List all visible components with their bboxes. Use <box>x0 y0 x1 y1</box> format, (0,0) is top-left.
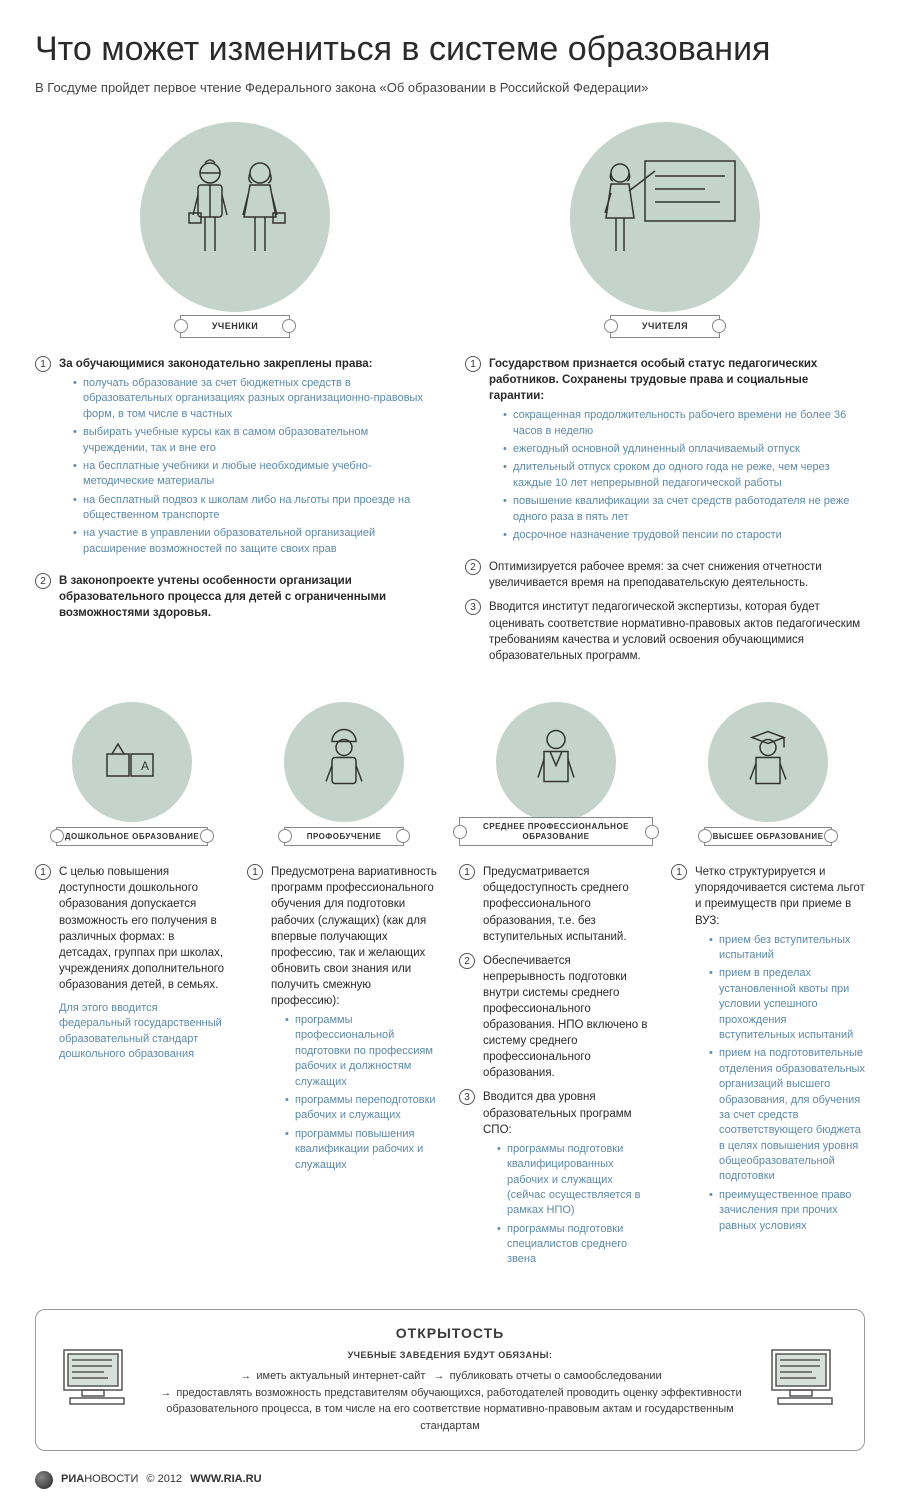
worker-icon <box>314 723 374 793</box>
num-marker: 3 <box>465 599 481 615</box>
num-marker: 1 <box>35 864 51 880</box>
num-marker: 2 <box>35 573 51 589</box>
bullet: программы повышения квалификации рабочих… <box>285 1127 441 1173</box>
footer-brand1: РИА <box>61 1473 84 1485</box>
footer-url: WWW.RIA.RU <box>190 1472 261 1487</box>
footer-brand2: НОВОСТИ <box>84 1473 138 1485</box>
students-icon <box>165 151 305 271</box>
blocks-icon: A <box>97 729 167 789</box>
item-text: Четко структурируется и упорядочивается … <box>695 864 865 928</box>
badge-secondary-prof: СРЕДНЕЕ ПРОФЕССИОНАЛЬНОЕ ОБРАЗОВАНИЕ <box>459 817 653 846</box>
bullet: досрочное назначение трудовой пенсии по … <box>503 528 865 543</box>
col-higher: ВЫСШЕЕ ОБРАЗОВАНИЕ 1 Четко структурирует… <box>671 702 865 1284</box>
bullet-list: программы профессиональной подготовки по… <box>271 1013 441 1173</box>
openness-box: ОТКРЫТОСТЬ УЧЕБНЫЕ ЗАВЕДЕНИЯ БУДУТ ОБЯЗА… <box>35 1309 865 1451</box>
item-text: Вводится институт педагогической эксперт… <box>489 599 865 663</box>
openness-l1b: публиковать отчеты о самообследовании <box>450 1370 662 1382</box>
bullet: ежегодный основной удлиненный оплачиваем… <box>503 442 865 457</box>
bullet: получать образование за счет бюджетных с… <box>73 376 435 422</box>
bullet: программы переподготовки рабочих и служа… <box>285 1093 441 1124</box>
footer-copy: © 2012 <box>146 1472 182 1487</box>
badge-teachers: УЧИТЕЛЯ <box>610 315 720 338</box>
bullet: на участие в управлении образовательной … <box>73 526 435 557</box>
bullet: программы подготовки специалистов средне… <box>497 1222 653 1268</box>
preschool-circle: A <box>72 702 192 822</box>
bullet: преимущественное право зачисления при пр… <box>709 1188 865 1234</box>
footer: РИАНОВОСТИ © 2012 WWW.RIA.RU <box>35 1471 865 1489</box>
item-text: Вводится два уровня образовательных прог… <box>483 1089 653 1137</box>
badge-preschool: ДОШКОЛЬНОЕ ОБРАЗОВАНИЕ <box>56 827 208 847</box>
mid-row: A ДОШКОЛЬНОЕ ОБРАЗОВАНИЕ 1 С целью повыш… <box>35 702 865 1284</box>
badge-higher: ВЫСШЕЕ ОБРАЗОВАНИЕ <box>704 827 833 847</box>
openness-title: ОТКРЫТОСТЬ <box>156 1324 744 1344</box>
graduate-icon <box>738 723 798 793</box>
col-teachers: УЧИТЕЛЯ 1 Государством признается особый… <box>465 122 865 672</box>
num-marker: 1 <box>459 864 475 880</box>
num-marker: 1 <box>247 864 263 880</box>
bullet: прием на подготовительные отделения обра… <box>709 1046 865 1185</box>
bullet: программы подготовки квалифицированных р… <box>497 1142 653 1219</box>
teachers-circle <box>570 122 760 312</box>
monitor-left-icon <box>56 1344 136 1414</box>
item-text: Предусматривается общедоступность средне… <box>483 864 653 944</box>
bullet-list: получать образование за счет бюджетных с… <box>59 376 435 557</box>
bullet: выбирать учебные курсы как в самом образ… <box>73 425 435 456</box>
bullet-list: сокращенная продолжительность рабочего в… <box>489 408 865 543</box>
badge-students: УЧЕНИКИ <box>180 315 290 338</box>
monitor-right-icon <box>764 1344 844 1414</box>
bullet: сокращенная продолжительность рабочего в… <box>503 408 865 439</box>
item-text: Обеспечивается непрерывность подготовки … <box>483 953 653 1082</box>
bullet-list: программы подготовки квалифицированных р… <box>483 1142 653 1268</box>
col-preschool: A ДОШКОЛЬНОЕ ОБРАЗОВАНИЕ 1 С целью повыш… <box>35 702 229 1284</box>
bullet: программы профессиональной подготовки по… <box>285 1013 441 1090</box>
secondary-prof-circle <box>496 702 616 822</box>
item-text: Предусмотрена вариативность программ про… <box>271 864 441 1009</box>
bullet: длительный отпуск сроком до одного года … <box>503 460 865 491</box>
num-marker: 1 <box>671 864 687 880</box>
bullet: прием без вступительных испытаний <box>709 933 865 964</box>
num-marker: 2 <box>465 559 481 575</box>
bullet: прием в пределах установленной квоты при… <box>709 966 865 1043</box>
top-row: УЧЕНИКИ 1 За обучающимися законодательно… <box>35 122 865 672</box>
item-text: В законопроекте учтены особенности орган… <box>59 573 435 621</box>
arrow-icon: → <box>240 1368 251 1385</box>
openness-l2: предоставлять возможность представителям… <box>166 1387 741 1432</box>
badge-vocational: ПРОФОБУЧЕНИЕ <box>284 827 404 847</box>
bullet-list: прием без вступительных испытаний прием … <box>695 933 865 1234</box>
num-marker: 1 <box>465 356 481 372</box>
num-marker: 3 <box>459 1089 475 1105</box>
arrow-icon: → <box>160 1385 171 1402</box>
page-title: Что может измениться в системе образован… <box>35 30 865 69</box>
openness-subtitle: УЧЕБНЫЕ ЗАВЕДЕНИЯ БУДУТ ОБЯЗАНЫ: <box>156 1349 744 1362</box>
bullet: повышение квалификации за счет средств р… <box>503 494 865 525</box>
num-marker: 2 <box>459 953 475 969</box>
blue-note: Для этого вводится федеральный государст… <box>35 1001 229 1063</box>
item-text: С целью повышения доступности дошкольног… <box>59 864 229 993</box>
col-secondary-prof: СРЕДНЕЕ ПРОФЕССИОНАЛЬНОЕ ОБРАЗОВАНИЕ 1 П… <box>459 702 653 1284</box>
teacher-icon <box>585 151 745 271</box>
col-students: УЧЕНИКИ 1 За обучающимися законодательно… <box>35 122 435 672</box>
arrow-icon: → <box>434 1368 445 1385</box>
bullet: на бесплатный подвоз к школам либо на ль… <box>73 493 435 524</box>
page-subtitle: В Госдуме пройдет первое чтение Федераль… <box>35 79 865 97</box>
students-circle <box>140 122 330 312</box>
col-vocational: ПРОФОБУЧЕНИЕ 1 Предусмотрена вариативнос… <box>247 702 441 1284</box>
num-marker: 1 <box>35 356 51 372</box>
item-title: За обучающимися законодательно закреплен… <box>59 356 435 372</box>
openness-lines: → иметь актуальный интернет-сайт → публи… <box>156 1368 744 1434</box>
ria-logo-icon <box>35 1471 53 1489</box>
item-title: Государством признается особый статус пе… <box>489 356 865 404</box>
svg-text:A: A <box>141 759 149 773</box>
bullet: на бесплатные учебники и любые необходим… <box>73 459 435 490</box>
openness-l1a: иметь актуальный интернет-сайт <box>256 1370 425 1382</box>
vocational-circle <box>284 702 404 822</box>
higher-circle <box>708 702 828 822</box>
item-text: Оптимизируется рабочее время: за счет сн… <box>489 559 865 591</box>
suit-icon <box>526 723 586 793</box>
